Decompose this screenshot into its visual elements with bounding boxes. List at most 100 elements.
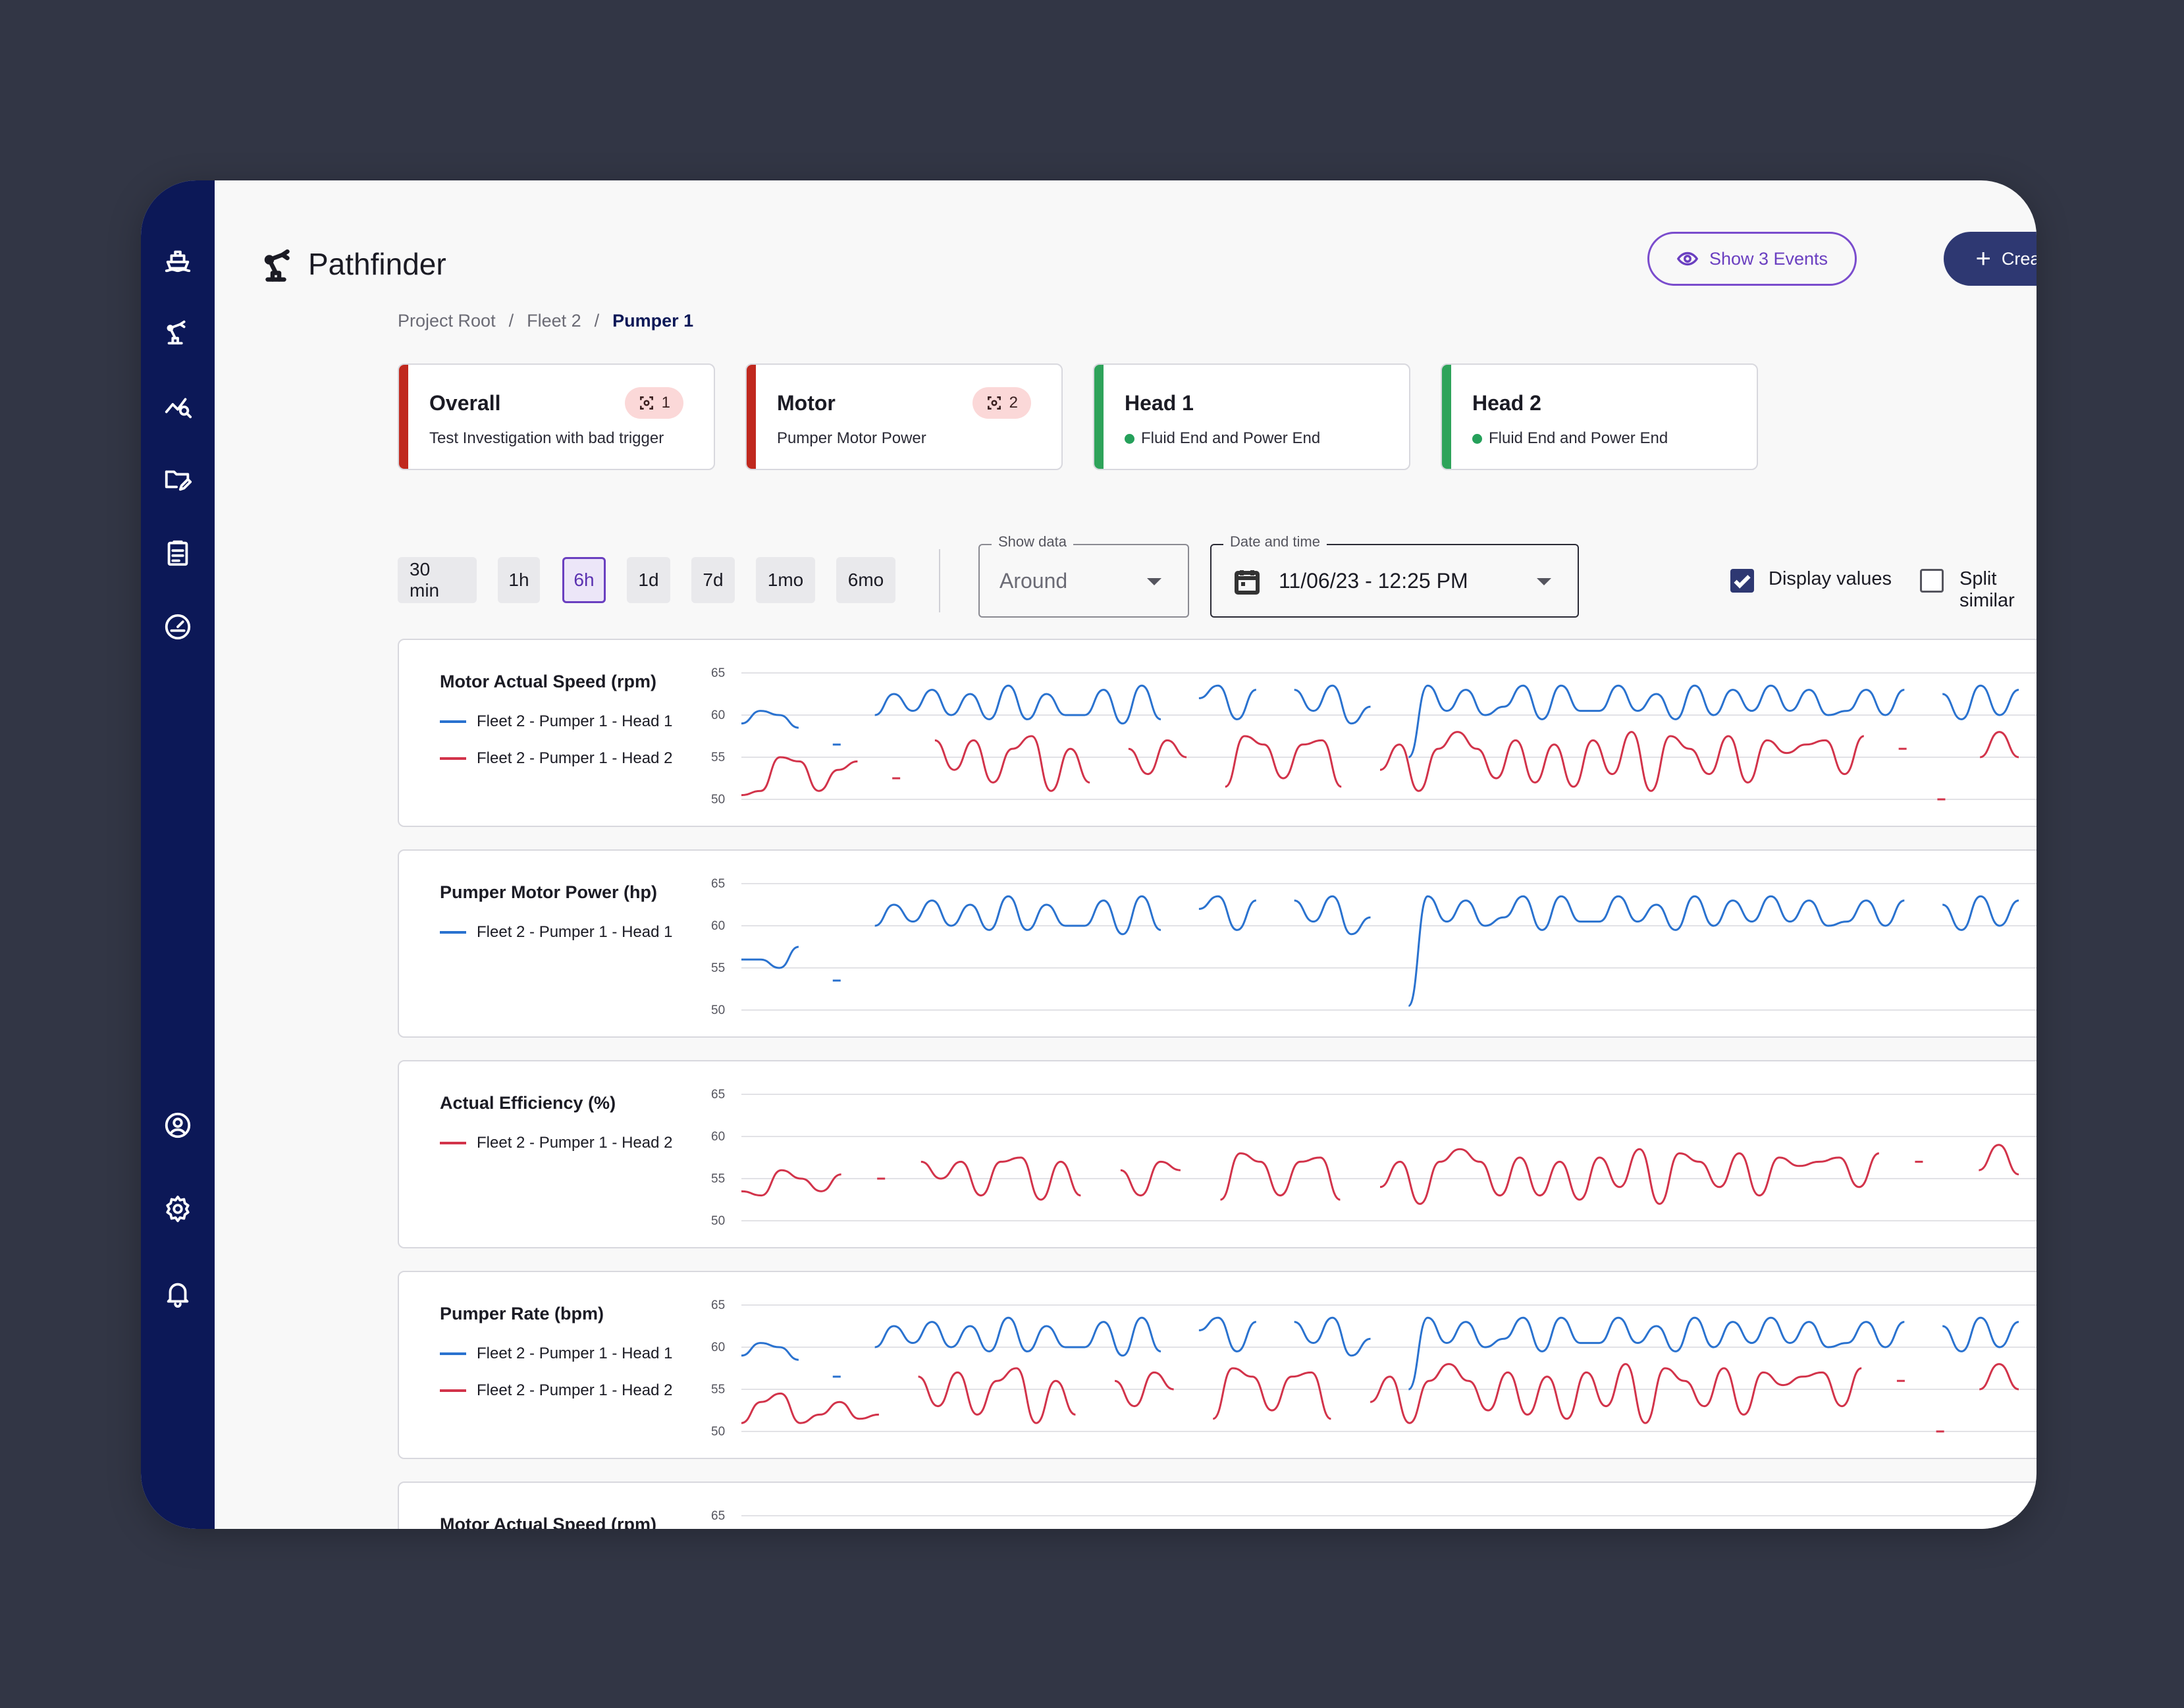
split-similar-checkbox[interactable] [1920, 569, 1944, 593]
legend-item: Fleet 2 - Pumper 1 - Head 1 [440, 1345, 672, 1363]
folder-edit-icon[interactable] [158, 460, 198, 499]
time-range-30min[interactable]: 30 min [398, 557, 477, 603]
card-subtitle: Fluid End and Power End [1472, 429, 1668, 448]
chevron-down-icon [1147, 578, 1161, 585]
show-events-button[interactable]: Show 3 Events [1647, 232, 1857, 286]
series-line [1379, 1148, 1880, 1205]
status-card-head-1[interactable]: Head 1 Fluid End and Power End [1093, 363, 1410, 470]
status-card-overall[interactable]: Overall 1 Test Investigation with bad tr… [398, 363, 715, 470]
y-tick-label: 55 [711, 961, 725, 975]
series-line [1979, 1144, 2019, 1176]
series-line [1979, 1363, 2019, 1391]
bell-icon[interactable] [158, 1273, 198, 1313]
check-icon [1734, 575, 1751, 589]
show-data-label: Show data [992, 533, 1073, 550]
series-line [741, 1169, 841, 1197]
account-icon[interactable] [158, 1106, 198, 1145]
legend-label: Fleet 2 - Pumper 1 - Head 2 [477, 749, 673, 767]
status-bar [1094, 365, 1104, 469]
show-events-label: Show 3 Events [1709, 248, 1828, 269]
badge-count: 1 [661, 394, 670, 412]
breadcrumb-project-root[interactable]: Project Root [398, 311, 496, 331]
main-content: Pathfinder Show 3 Events + Create Event … [215, 180, 2037, 1529]
calendar-icon [1234, 568, 1260, 595]
card-subtitle: Pumper Motor Power [777, 429, 926, 448]
card-subtitle-text: Pumper Motor Power [777, 429, 926, 447]
series-line [1294, 684, 1371, 725]
series-line [1407, 895, 1905, 1007]
ship-icon[interactable] [158, 240, 198, 279]
series-line [1225, 735, 1342, 788]
breadcrumb-fleet[interactable]: Fleet 2 [527, 311, 581, 331]
breadcrumb: Project Root / Fleet 2 / Pumper 1 [398, 311, 693, 331]
legend-item: Fleet 2 - Pumper 1 - Head 2 [440, 749, 672, 768]
series-line [1408, 1316, 1905, 1391]
y-tick-label: 65 [711, 1509, 725, 1523]
y-tick-label: 65 [711, 1088, 725, 1102]
time-range-6mo[interactable]: 6mo [836, 557, 895, 603]
chart-search-icon[interactable] [158, 386, 198, 425]
scan-icon [639, 396, 653, 410]
line-chart: 65 60 55 50 [702, 640, 2037, 826]
series-line [1942, 895, 2019, 931]
series-line [1128, 739, 1187, 776]
chart-svg: 65 [711, 1509, 2037, 1523]
legend-label: Fleet 2 - Pumper 1 - Head 1 [477, 712, 673, 730]
time-range-1mo[interactable]: 1mo [756, 557, 815, 603]
breadcrumb-separator: / [594, 311, 600, 331]
time-range-1h[interactable]: 1h [498, 557, 540, 603]
status-card-head-2[interactable]: Head 2 Fluid End and Power End [1441, 363, 1758, 470]
show-data-select[interactable]: Show data Around [978, 533, 1189, 618]
status-bar [1442, 365, 1451, 469]
y-tick-label: 65 [711, 1298, 725, 1312]
robot-arm-icon[interactable] [158, 312, 198, 352]
show-data-value: Around [999, 569, 1068, 593]
legend-label: Fleet 2 - Pumper 1 - Head 2 [477, 1134, 673, 1152]
chart-panel: Pumper Motor Power (hp) Fleet 2 - Pumper… [398, 849, 2037, 1038]
legend-swatch [440, 1352, 466, 1355]
series-line [1120, 1160, 1181, 1197]
legend-label: Fleet 2 - Pumper 1 - Head 1 [477, 1345, 673, 1362]
chart-svg: 65 60 55 50 [711, 1088, 2037, 1228]
split-similar-label: Split similar [1959, 568, 2015, 611]
legend-swatch [440, 931, 466, 934]
legend-label: Fleet 2 - Pumper 1 - Head 1 [477, 923, 673, 941]
card-title: Motor [777, 391, 836, 415]
create-event-button[interactable]: + Create Event [1944, 232, 2037, 286]
create-event-label: Create Event [2001, 248, 2037, 269]
series-line [874, 1316, 1161, 1357]
clipboard-icon[interactable] [158, 533, 198, 573]
chart-title: Motor Actual Speed (rpm) [440, 1514, 657, 1529]
event-count-badge: 2 [972, 387, 1031, 419]
series-line [1942, 684, 2019, 720]
series-line [1294, 1316, 1371, 1357]
legend-item: Fleet 2 - Pumper 1 - Head 1 [440, 712, 672, 731]
series-line [741, 710, 799, 729]
line-chart: 65 [702, 1483, 2037, 1529]
series-line [1198, 684, 1257, 720]
series-line [1379, 731, 1865, 792]
time-range-6h[interactable]: 6h [562, 557, 606, 603]
series-line [874, 895, 1161, 936]
date-time-picker[interactable]: Date and time 11/06/23 - 12:25 PM [1210, 533, 1579, 618]
line-chart: 65 60 55 50 [702, 851, 2037, 1036]
event-count-badge: 1 [624, 387, 683, 419]
time-range-7d[interactable]: 7d [691, 557, 735, 603]
time-range-1d[interactable]: 1d [627, 557, 670, 603]
settings-icon[interactable] [158, 1189, 198, 1229]
gauge-icon[interactable] [158, 607, 198, 647]
breadcrumb-separator: / [508, 311, 514, 331]
display-values-checkbox[interactable] [1730, 569, 1754, 593]
card-title: Overall [429, 391, 501, 415]
series-line [918, 1367, 1076, 1424]
chart-panel: Motor Actual Speed (rpm) 65 [398, 1481, 2037, 1529]
status-bar [399, 365, 408, 469]
scan-icon [987, 396, 1001, 410]
status-card-motor[interactable]: Motor 2 Pumper Motor Power [745, 363, 1063, 470]
y-tick-label: 55 [711, 751, 725, 764]
status-bar [747, 365, 756, 469]
breadcrumb-current: Pumper 1 [612, 311, 694, 331]
legend-swatch [440, 1142, 466, 1144]
chart-panel: Motor Actual Speed (rpm) Fleet 2 - Pumpe… [398, 639, 2037, 827]
series-line [934, 735, 1090, 792]
